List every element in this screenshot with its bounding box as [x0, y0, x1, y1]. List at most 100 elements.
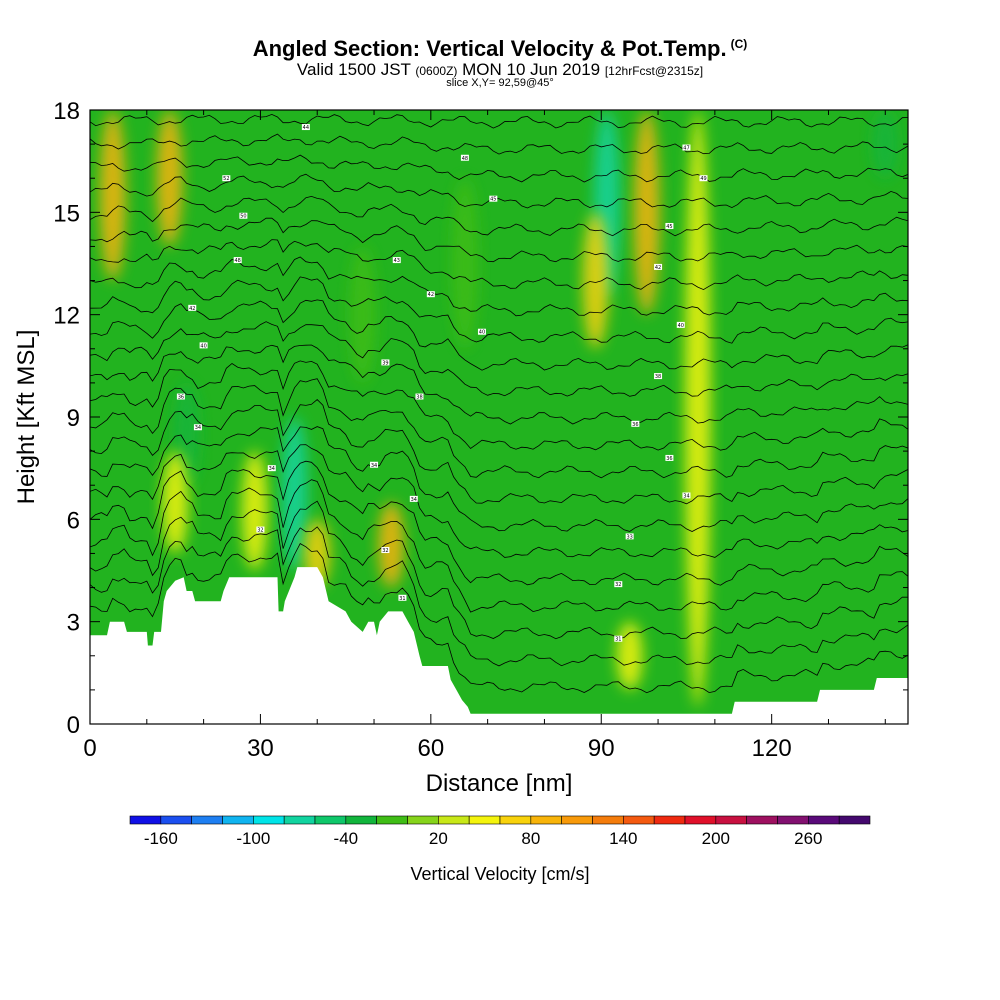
x-tick-label: 30: [247, 735, 274, 762]
contour-label-text: 44: [303, 125, 309, 131]
colorbar-label: 200: [702, 829, 730, 848]
valid-date-text: MON 10 Jun 2019: [462, 60, 601, 79]
colorbar-swatch: [129, 815, 162, 825]
contour-label: 31: [398, 594, 407, 602]
valid-time-line: Valid 1500 JST (0600Z) MON 10 Jun 2019 […: [0, 60, 1000, 80]
colorbar-swatch: [253, 815, 285, 825]
contour-label-text: 49: [700, 176, 706, 182]
colorbar-title: Vertical Velocity [cm/s]: [410, 864, 589, 884]
pot-temp-contour-line: [90, 173, 908, 209]
colorbar-swatch: [499, 815, 532, 825]
velocity-cell: [378, 502, 405, 588]
contour-label: 38: [654, 373, 663, 380]
colorbar-label: 140: [609, 829, 637, 848]
contour-label-text: 45: [490, 197, 496, 203]
contour-label: 42: [426, 291, 435, 298]
colorbar-swatch: [561, 815, 593, 825]
colorbar-swatch: [314, 815, 347, 825]
contour-label: 45: [665, 222, 674, 230]
contour-label-text: 31: [399, 596, 405, 602]
x-tick-label: 60: [417, 735, 444, 762]
y-tick-label: 9: [67, 405, 80, 432]
terrain-mask: [90, 567, 908, 724]
contour-label-text: 38: [655, 374, 661, 380]
colorbar-swatch: [684, 815, 717, 825]
y-tick-label: 0: [67, 712, 80, 739]
contour-label: 36: [631, 420, 640, 428]
velocity-cell: [349, 246, 376, 383]
contour-label-text: 50: [240, 214, 246, 220]
contour-label: 32: [614, 581, 623, 588]
colorbar-swatch: [222, 815, 254, 825]
contour-label: 34: [193, 424, 202, 431]
y-tick-label: 12: [53, 303, 80, 330]
contour-label-text: 36: [666, 456, 672, 462]
pot-temp-contours: [90, 90, 908, 694]
contour-label: 31: [614, 635, 623, 643]
contour-label: 44: [301, 124, 310, 131]
colorbar-label: -40: [334, 829, 359, 848]
contour-label: 34: [682, 492, 691, 499]
colorbar-label: 20: [429, 829, 448, 848]
contour-label-text: 34: [269, 466, 275, 472]
contour-label-text: 42: [428, 292, 434, 298]
contour-label: 40: [676, 321, 685, 329]
pot-temp-contour-line: [90, 195, 908, 237]
colorbar-swatch: [808, 815, 840, 825]
contour-label-text: 39: [382, 360, 388, 366]
colorbar-label: 80: [521, 829, 540, 848]
pot-temp-contour-line: [90, 526, 908, 667]
contour-label-text: 31: [615, 637, 621, 643]
colorbar-swatch: [191, 815, 223, 825]
contour-label-text: 32: [615, 582, 621, 588]
pot-temp-contour-line: [90, 299, 908, 371]
contour-label-text: 40: [479, 330, 485, 336]
contour-labels: 44 48 47 52 49 45 50 45 48 43 42 42 42 40 40 40 39 38 36 38…: [176, 124, 708, 643]
colorbar: -160 -100 -40 20 80 140 200 260: [129, 815, 871, 848]
pot-temp-contour-line: [90, 444, 908, 558]
chart-title: Angled Section: Vertical Velocity & Pot.…: [0, 36, 1000, 62]
contour-label-text: 38: [416, 395, 422, 401]
colorbar-swatch: [345, 815, 377, 825]
x-tick-label: 90: [588, 735, 615, 762]
contour-label-text: 48: [235, 258, 241, 264]
pot-temp-contour-line: [90, 239, 908, 291]
velocity-cell: [451, 178, 478, 349]
velocity-cell: [582, 212, 609, 349]
contour-label-text: 48: [462, 156, 468, 162]
x-axis-title: Distance [nm]: [426, 770, 573, 797]
colorbar-label: 260: [794, 829, 822, 848]
contour-label: 48: [460, 154, 469, 162]
contour-label-text: 34: [371, 463, 377, 469]
pot-temp-contour-line: [90, 113, 908, 129]
chart-title-mark: (C): [730, 36, 748, 51]
pot-temp-contour-line: [90, 90, 908, 104]
velocity-cell: [616, 621, 643, 690]
contour-label-text: 47: [683, 146, 689, 152]
colorbar-swatch: [160, 815, 192, 825]
contour-label: 32: [381, 547, 390, 554]
contour-label-text: 33: [626, 534, 632, 540]
contour-label-text: 34: [195, 425, 201, 431]
colorbar-swatch: [407, 815, 439, 825]
pot-temp-contour-line: [90, 321, 908, 397]
contour-label-text: 52: [223, 176, 229, 182]
contour-label-text: 42: [655, 265, 661, 271]
slice-info: slice X,Y= 92,59@45°: [446, 77, 554, 89]
contour-label-text: 40: [678, 323, 684, 329]
x-tick-label: 120: [752, 735, 792, 762]
colorbar-swatch: [653, 815, 686, 825]
colorbar-swatch: [623, 815, 655, 825]
contour-label-text: 42: [189, 306, 195, 312]
colorbar-swatch: [592, 815, 624, 825]
contour-label: 47: [682, 144, 691, 152]
colorbar-label: -160: [144, 829, 178, 848]
colorbar-swatch: [746, 815, 778, 825]
velocity-cell: [872, 110, 899, 179]
pot-temp-contour-line: [90, 479, 908, 613]
contour-label: 39: [381, 359, 390, 366]
chart-title-text: Angled Section: Vertical Velocity & Pot.…: [252, 36, 727, 61]
contour-label: 36: [176, 393, 185, 401]
